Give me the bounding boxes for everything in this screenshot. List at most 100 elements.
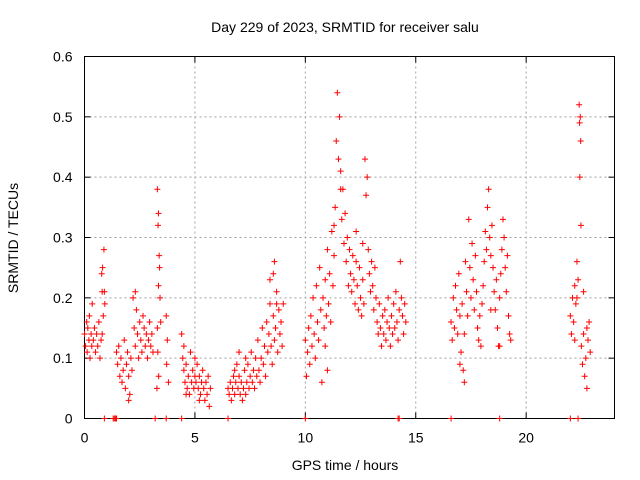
data-point bbox=[460, 367, 467, 374]
data-point bbox=[384, 318, 391, 325]
data-point bbox=[128, 367, 135, 374]
data-point bbox=[308, 343, 315, 350]
data-point bbox=[302, 415, 309, 422]
data-point bbox=[91, 325, 98, 331]
data-point bbox=[481, 258, 488, 265]
data-point bbox=[325, 300, 332, 307]
data-point bbox=[580, 331, 587, 338]
data-point bbox=[370, 306, 377, 313]
data-point bbox=[316, 264, 323, 271]
data-point bbox=[114, 361, 121, 368]
data-point bbox=[179, 355, 186, 362]
data-point bbox=[567, 415, 574, 422]
data-point bbox=[472, 252, 479, 259]
data-point bbox=[98, 270, 105, 277]
data-point bbox=[258, 355, 265, 362]
data-point bbox=[206, 403, 213, 410]
data-point bbox=[332, 204, 339, 211]
data-point bbox=[390, 300, 397, 307]
data-point bbox=[247, 373, 254, 380]
y-axis-label: SRMTID / TECUs bbox=[5, 183, 21, 293]
data-point bbox=[336, 113, 343, 120]
data-point bbox=[345, 282, 352, 289]
data-point bbox=[88, 331, 95, 338]
data-point bbox=[156, 252, 163, 259]
data-point bbox=[385, 294, 392, 301]
data-point bbox=[87, 355, 94, 362]
data-point bbox=[279, 343, 286, 350]
data-point bbox=[154, 349, 161, 356]
data-point bbox=[580, 288, 587, 295]
data-point bbox=[305, 325, 312, 331]
x-tick-label: 20 bbox=[518, 430, 534, 446]
data-point bbox=[130, 294, 137, 301]
data-point bbox=[125, 397, 132, 404]
data-point bbox=[147, 343, 154, 350]
data-point bbox=[448, 318, 455, 325]
data-point bbox=[132, 343, 139, 350]
data-point bbox=[124, 349, 131, 356]
data-point bbox=[400, 331, 407, 338]
data-point bbox=[227, 379, 234, 386]
data-point bbox=[328, 228, 335, 235]
data-point bbox=[579, 361, 586, 368]
data-point bbox=[86, 312, 93, 319]
data-point bbox=[144, 355, 151, 362]
data-point bbox=[93, 331, 100, 338]
data-point bbox=[133, 306, 140, 313]
x-tick-label: 10 bbox=[298, 430, 314, 446]
data-point bbox=[242, 391, 249, 398]
data-point bbox=[238, 379, 245, 386]
data-point bbox=[451, 325, 458, 331]
data-point bbox=[501, 234, 508, 241]
data-point bbox=[270, 312, 277, 319]
data-point bbox=[397, 258, 404, 265]
data-point bbox=[185, 373, 192, 380]
data-point bbox=[148, 331, 155, 338]
data-point bbox=[250, 367, 257, 374]
data-point bbox=[143, 331, 150, 338]
data-point bbox=[89, 300, 96, 307]
data-point bbox=[264, 349, 271, 356]
data-point bbox=[157, 318, 164, 325]
data-point bbox=[117, 355, 124, 362]
data-point bbox=[462, 258, 469, 265]
data-point bbox=[338, 216, 345, 223]
chart-title: Day 229 of 2023, SRMTID for receiver sal… bbox=[211, 19, 479, 35]
data-point bbox=[494, 325, 501, 331]
x-axis-label: GPS time / hours bbox=[292, 457, 399, 473]
data-point bbox=[303, 373, 310, 380]
data-point bbox=[361, 156, 368, 163]
data-point bbox=[178, 415, 185, 422]
data-point bbox=[137, 337, 144, 344]
data-point bbox=[310, 294, 317, 301]
data-point bbox=[573, 258, 580, 265]
data-point bbox=[583, 325, 590, 331]
data-point bbox=[335, 156, 342, 163]
data-point bbox=[163, 312, 170, 319]
data-point bbox=[587, 349, 594, 356]
data-point bbox=[387, 343, 394, 350]
data-point bbox=[393, 318, 400, 325]
data-point bbox=[94, 343, 101, 350]
data-point bbox=[312, 355, 319, 362]
data-point bbox=[194, 361, 201, 368]
data-point bbox=[253, 373, 260, 380]
data-point bbox=[163, 415, 170, 422]
data-point bbox=[496, 415, 503, 422]
data-point bbox=[493, 276, 500, 283]
data-point bbox=[181, 379, 188, 386]
data-point bbox=[257, 379, 264, 386]
data-point bbox=[476, 312, 483, 319]
data-point bbox=[490, 264, 497, 271]
data-point bbox=[263, 318, 270, 325]
data-point bbox=[375, 331, 382, 338]
data-point bbox=[269, 361, 276, 368]
data-point bbox=[477, 343, 484, 350]
y-tick-label: 0.4 bbox=[53, 169, 73, 185]
data-point bbox=[379, 312, 386, 319]
data-point bbox=[582, 355, 589, 362]
data-point bbox=[275, 306, 282, 313]
data-point bbox=[373, 294, 379, 301]
data-point bbox=[484, 204, 491, 211]
